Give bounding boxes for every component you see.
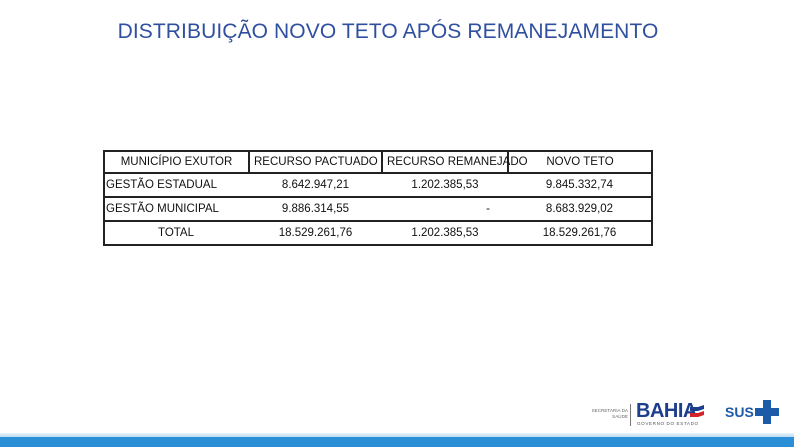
total-recurso-pactuado: 18.529.261,76 <box>249 221 382 246</box>
header-recurso-pactuado: RECURSO PACTUADO <box>248 151 382 173</box>
cell-recurso-remanejado: 1.202.385,53 <box>382 173 508 198</box>
bahia-logo: BAHIA <box>636 400 697 422</box>
cell-novo-teto: 8.683.929,02 <box>508 197 652 222</box>
secretaria-saude-logo: SECRETARIA DA SAÚDE <box>586 408 628 420</box>
header-recurso-remanejado: RECURSO REMANEJADO <box>381 151 528 173</box>
header-novo-teto: NOVO TETO <box>507 151 652 173</box>
total-novo-teto: 18.529.261,76 <box>508 221 652 246</box>
footer-bar <box>0 433 794 447</box>
logo-divider <box>630 404 631 426</box>
distribution-table-container: MUNICÍPIO EXUTOR RECURSO PACTUADO RECURS… <box>103 150 653 246</box>
total-recurso-remanejado: 1.202.385,53 <box>382 221 508 246</box>
cell-novo-teto: 9.845.332,74 <box>508 173 652 198</box>
cell-recurso-pactuado: 8.642.947,21 <box>249 173 382 198</box>
slide-title: DISTRIBUIÇÃO NOVO TETO APÓS REMANEJAMENT… <box>117 20 659 43</box>
cell-recurso-remanejado: - <box>382 197 508 222</box>
row-label: GESTÃO ESTADUAL <box>104 173 249 198</box>
total-label: TOTAL <box>104 221 249 246</box>
governo-estado-label: GOVERNO DO ESTADO <box>637 421 699 426</box>
row-label: GESTÃO MUNICIPAL <box>104 197 249 222</box>
bahia-flag-icon <box>690 405 704 417</box>
sus-logo: SUS <box>725 404 754 420</box>
table-total-row: TOTAL 18.529.261,76 1.202.385,53 18.529.… <box>104 221 652 246</box>
secretaria-label: SECRETARIA DA <box>591 408 628 413</box>
header-municipio-exutor: MUNICÍPIO EXUTOR <box>120 156 233 168</box>
cell-recurso-pactuado: 9.886.314,55 <box>249 197 382 222</box>
distribution-table: MUNICÍPIO EXUTOR RECURSO PACTUADO RECURS… <box>103 150 653 246</box>
sus-cross-icon <box>755 400 779 424</box>
table-row: GESTÃO MUNICIPAL 9.886.314,55 - 8.683.92… <box>104 197 652 222</box>
table-row: GESTÃO ESTADUAL 8.642.947,21 1.202.385,5… <box>104 173 652 198</box>
table-header-row: MUNICÍPIO EXUTOR RECURSO PACTUADO RECURS… <box>104 151 652 173</box>
saude-label: SAÚDE <box>612 414 628 419</box>
footer-logos: SECRETARIA DA SAÚDE BAHIA GOVERNO DO EST… <box>586 396 782 430</box>
